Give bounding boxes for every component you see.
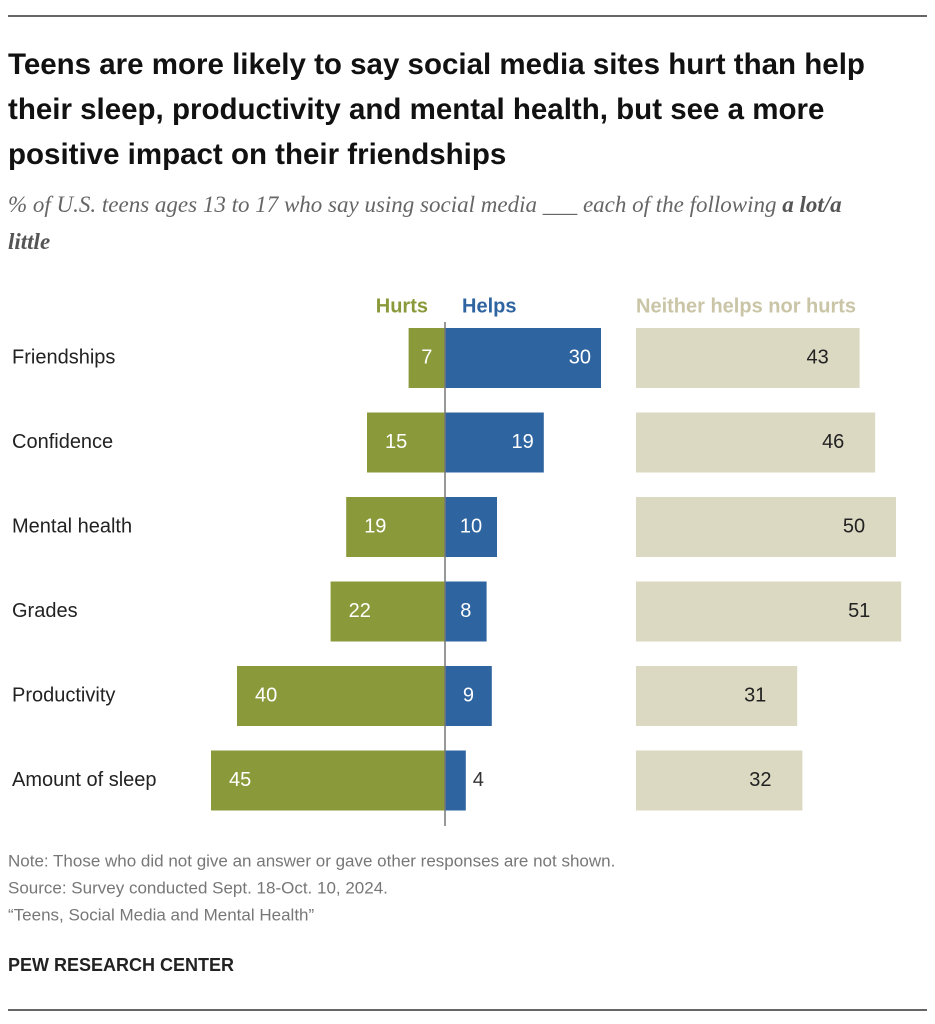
value-label: 15	[385, 431, 407, 453]
value-label: 51	[848, 600, 870, 622]
category-label: Mental health	[12, 515, 132, 537]
value-label: 46	[822, 431, 844, 453]
bar	[237, 666, 445, 726]
bar	[346, 497, 445, 557]
value-label: 4	[473, 769, 484, 791]
value-label: 22	[349, 600, 371, 622]
bar	[408, 328, 445, 388]
value-label: 45	[229, 769, 251, 791]
value-label: 50	[843, 515, 865, 537]
value-label: 9	[463, 684, 474, 706]
subtitle-emphasis: a lot/a little	[8, 192, 842, 254]
subtitle: % of U.S. teens ages 13 to 17 who say us…	[8, 192, 777, 217]
value-label: 7	[421, 346, 432, 368]
bar	[636, 328, 860, 388]
bar	[636, 750, 803, 811]
note: Note: Those who did not give an answer o…	[8, 851, 615, 870]
value-label: 31	[744, 684, 766, 706]
category-label: Friendships	[12, 346, 115, 368]
value-label: 43	[806, 346, 828, 368]
category-label: Grades	[12, 600, 78, 622]
value-label: 10	[460, 515, 482, 537]
category-label: Amount of sleep	[12, 769, 157, 791]
legend-label: Hurts	[376, 295, 428, 317]
category-label: Productivity	[12, 684, 115, 706]
value-label: 19	[364, 515, 386, 537]
value-label: 40	[255, 684, 277, 706]
chart-title: Teens are more likely to say social medi…	[8, 48, 865, 171]
report: “Teens, Social Media and Mental Health”	[8, 905, 314, 924]
value-label: 30	[569, 346, 591, 368]
bar	[445, 497, 497, 557]
category-label: Confidence	[12, 431, 113, 453]
value-label: 8	[460, 600, 471, 622]
legend-label: Neither helps nor hurts	[636, 295, 856, 317]
bar	[330, 581, 445, 642]
bar	[445, 328, 601, 388]
org: PEW RESEARCH CENTER	[8, 955, 234, 975]
bar	[211, 750, 445, 811]
bar	[636, 412, 876, 473]
bar	[445, 581, 487, 642]
bar	[445, 666, 492, 726]
bar	[636, 497, 896, 557]
legend-label: Helps	[462, 295, 516, 317]
chart-subtitle: % of U.S. teens ages 13 to 17 who say us…	[8, 186, 888, 260]
bar	[445, 750, 466, 811]
bar	[636, 581, 902, 642]
bar	[445, 412, 544, 473]
value-label: 32	[749, 769, 771, 791]
source: Source: Survey conducted Sept. 18-Oct. 1…	[8, 878, 388, 897]
bar	[636, 666, 798, 726]
value-label: 19	[512, 431, 534, 453]
bar	[367, 412, 445, 473]
